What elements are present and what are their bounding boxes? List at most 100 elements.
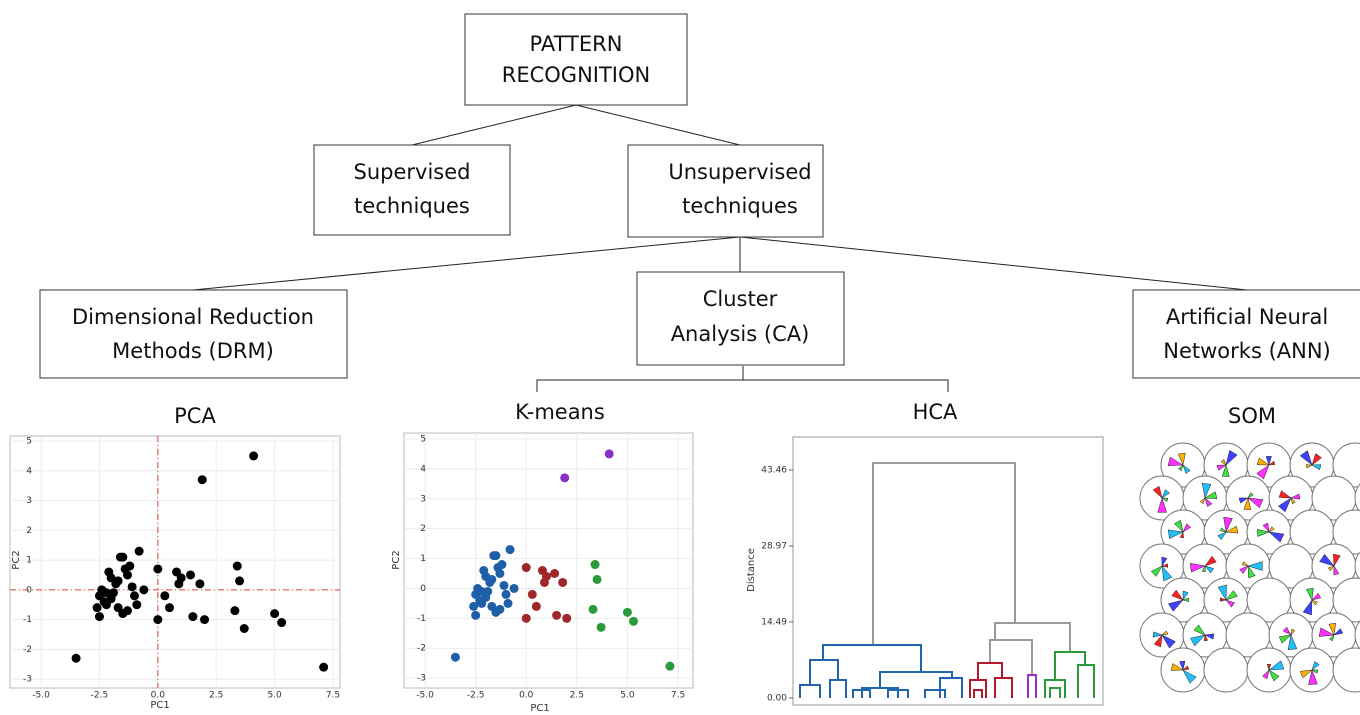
som-wedge bbox=[1319, 553, 1335, 567]
node-text: techniques bbox=[682, 194, 798, 218]
connector bbox=[192, 236, 741, 291]
node-text: Artificial Neural bbox=[1166, 305, 1328, 329]
point bbox=[319, 662, 329, 672]
point bbox=[560, 473, 570, 483]
som-wedge bbox=[1278, 634, 1292, 644]
point bbox=[588, 604, 598, 614]
som-wedge bbox=[1247, 497, 1264, 509]
y-tick-label: 3 bbox=[26, 496, 32, 506]
som-wedge bbox=[1161, 497, 1169, 502]
point bbox=[165, 603, 175, 613]
y-tick-label: 2 bbox=[420, 524, 426, 534]
som-wedge bbox=[1216, 464, 1227, 471]
som-wedge bbox=[1247, 492, 1254, 499]
som-wedge bbox=[1217, 584, 1227, 601]
som-wedge bbox=[1333, 565, 1340, 576]
node-text: Supervised bbox=[354, 160, 471, 184]
som-wedge bbox=[1179, 660, 1186, 671]
y-tick-label: -2 bbox=[417, 644, 426, 654]
som-wedge bbox=[1299, 450, 1313, 466]
point bbox=[230, 606, 240, 616]
som-cell bbox=[1332, 509, 1360, 555]
som-wedge bbox=[1221, 464, 1230, 477]
som-wedge bbox=[1161, 563, 1169, 568]
y-tick-label: 5 bbox=[420, 434, 426, 444]
point bbox=[197, 475, 207, 485]
som-cell bbox=[1332, 577, 1360, 623]
som-wedge bbox=[1241, 561, 1249, 567]
y-tick-label: -1 bbox=[23, 615, 32, 625]
som-wedge bbox=[1182, 665, 1190, 671]
som-wedge bbox=[1217, 531, 1227, 541]
node-text: Unsupervised bbox=[668, 160, 811, 184]
som-wedge bbox=[1171, 589, 1184, 601]
point bbox=[139, 585, 149, 595]
som-wedge bbox=[1268, 660, 1285, 671]
som-wedge bbox=[1220, 459, 1227, 466]
x-axis-label: PC1 bbox=[530, 703, 549, 714]
som-wedge bbox=[1157, 497, 1167, 513]
som-wedge bbox=[1168, 599, 1184, 612]
y-tick-label: 14.49 bbox=[761, 617, 787, 627]
som-wedge bbox=[1268, 526, 1275, 533]
som-wedge bbox=[1243, 497, 1252, 510]
point bbox=[195, 579, 205, 589]
dendrogram-link bbox=[969, 662, 1013, 698]
point bbox=[235, 576, 245, 586]
som-wedge bbox=[1305, 464, 1313, 469]
y-axis-label: PC2 bbox=[391, 550, 402, 569]
som-wedge bbox=[1177, 464, 1184, 472]
point bbox=[491, 551, 501, 561]
plot-area bbox=[403, 432, 694, 689]
som-wedge bbox=[1278, 490, 1292, 499]
point bbox=[531, 601, 541, 611]
node-text: Cluster bbox=[703, 287, 778, 311]
som-wedge bbox=[1167, 529, 1184, 539]
node: Unsupervised techniques bbox=[627, 144, 824, 238]
y-tick-label: 4 bbox=[420, 464, 426, 474]
point bbox=[527, 589, 537, 599]
som-wedge bbox=[1305, 587, 1314, 601]
point bbox=[501, 589, 511, 599]
node-text: Dimensional Reduction bbox=[72, 305, 314, 329]
method-label: K-means bbox=[515, 400, 605, 424]
som-wedge bbox=[1153, 634, 1163, 648]
point bbox=[129, 591, 139, 601]
x-tick-label: 5.0 bbox=[620, 691, 635, 701]
point bbox=[487, 574, 497, 584]
som-wedge bbox=[1161, 556, 1168, 567]
node: Supervised techniques bbox=[313, 144, 511, 236]
som-wedge bbox=[1318, 627, 1335, 637]
som-wedge bbox=[1150, 565, 1163, 577]
point bbox=[550, 569, 560, 579]
som-wedge bbox=[1203, 634, 1209, 642]
x-axis-label: PC1 bbox=[150, 700, 169, 711]
point bbox=[108, 588, 118, 598]
point bbox=[596, 622, 606, 632]
som-wedge bbox=[1204, 491, 1218, 499]
som-wedge bbox=[1239, 565, 1249, 574]
y-tick-label: -3 bbox=[417, 674, 426, 684]
som-wedge bbox=[1193, 624, 1206, 636]
y-tick-label: 2 bbox=[26, 526, 32, 536]
y-tick-label: -2 bbox=[23, 645, 32, 655]
som-cell bbox=[1354, 551, 1360, 581]
som-wedge bbox=[1277, 497, 1292, 513]
point bbox=[188, 612, 198, 622]
som-wedge bbox=[1256, 464, 1270, 480]
som-wedge bbox=[1177, 452, 1186, 466]
point bbox=[471, 610, 481, 620]
som-wedge bbox=[1329, 634, 1335, 642]
som-wedge bbox=[1311, 669, 1319, 674]
som-wedge bbox=[1311, 464, 1322, 471]
som-wedge bbox=[1247, 561, 1263, 571]
y-tick-label: 1 bbox=[26, 556, 32, 566]
y-tick-label: -1 bbox=[417, 614, 426, 624]
som-wedge bbox=[1182, 597, 1190, 602]
connectors bbox=[192, 104, 1248, 392]
som-wedge bbox=[1262, 669, 1270, 680]
som-wedge bbox=[1161, 630, 1169, 636]
y-tick-label: -3 bbox=[23, 675, 32, 685]
som-wedge bbox=[1189, 634, 1206, 647]
